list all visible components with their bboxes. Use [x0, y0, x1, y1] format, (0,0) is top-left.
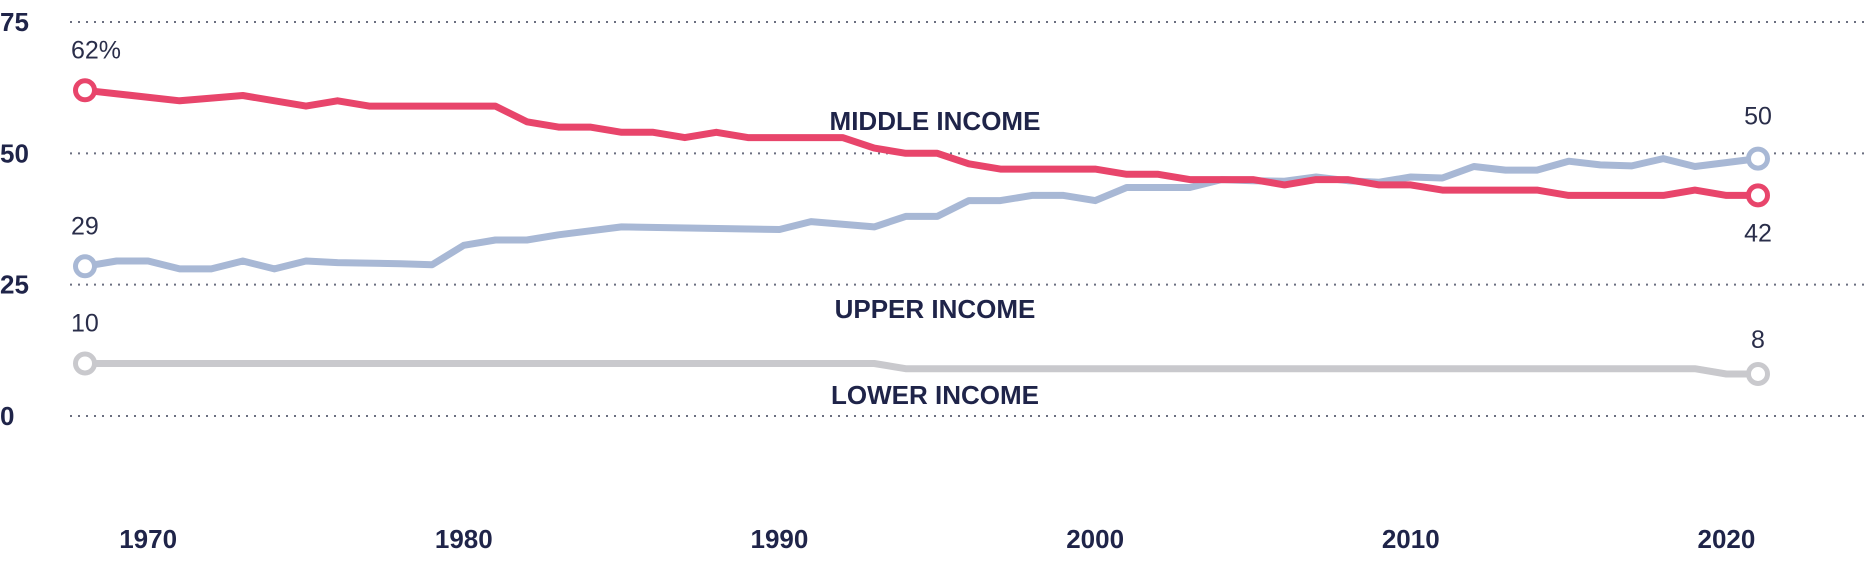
x-axis-ticks: 1970 1980 1990 2000 2010 2020 [119, 524, 1755, 554]
x-tick-label: 1980 [435, 524, 493, 554]
start-point-lower-income [73, 351, 97, 376]
start-point-middle-income [73, 78, 97, 103]
series-name-middle-income: MIDDLE INCOME [830, 106, 1041, 136]
end-label-upper-income: 50 [1744, 103, 1772, 131]
start-label-upper-income: 29 [71, 212, 99, 240]
start-label-middle-income: 62% [71, 36, 121, 64]
series-labels: 62% 42 MIDDLE INCOME 29 50 UPPER INCOME 10 8 LOW… [71, 36, 1772, 410]
start-point-upper-income [73, 254, 97, 279]
series-markers [73, 78, 1770, 386]
x-tick-label: 2020 [1698, 524, 1756, 554]
series-lines [81, 86, 1762, 378]
end-point-upper-income [1746, 146, 1770, 171]
end-point-lower-income [1746, 361, 1770, 386]
y-tick-label: 50 [0, 138, 29, 168]
y-tick-label: 25 [0, 270, 29, 300]
x-tick-label: 1970 [119, 524, 177, 554]
series-line-lower-income [81, 360, 1762, 378]
series-line-upper-income [81, 155, 1762, 273]
x-tick-label: 2000 [1066, 524, 1124, 554]
end-point-middle-income [1746, 183, 1770, 208]
series-line-middle-income [81, 86, 1762, 199]
series-name-lower-income: LOWER INCOME [831, 380, 1039, 410]
y-axis-ticks: 0 25 50 75 [0, 7, 29, 431]
x-tick-label: 1990 [751, 524, 809, 554]
x-tick-label: 2010 [1382, 524, 1440, 554]
series-name-upper-income: UPPER INCOME [835, 294, 1036, 324]
start-label-lower-income: 10 [71, 309, 99, 337]
y-tick-label: 75 [0, 7, 29, 37]
end-label-middle-income: 42 [1744, 219, 1772, 247]
gridlines [70, 21, 1865, 417]
y-tick-label: 0 [0, 401, 14, 431]
end-label-lower-income: 8 [1751, 326, 1765, 354]
